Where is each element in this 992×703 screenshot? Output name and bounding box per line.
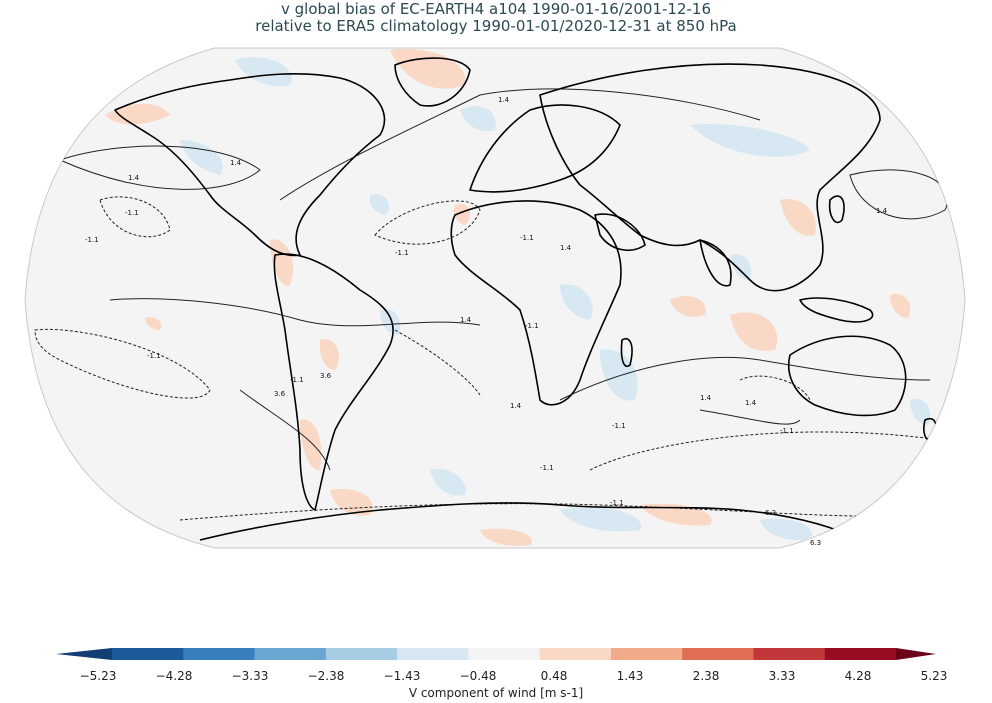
- contour-label: -1.1: [525, 322, 539, 330]
- contour-label: -1.1: [612, 422, 626, 430]
- colorbar-tick-label: −4.28: [155, 669, 193, 683]
- colorbar-label: V component of wind [m s-1]: [408, 686, 584, 700]
- colorbar-segment: [753, 648, 826, 660]
- colorbar-tick-label: −1.43: [383, 669, 421, 683]
- colorbar-segment: [254, 648, 327, 660]
- colorbar-tick-label: −2.38: [307, 669, 345, 683]
- contour-label: -1.1: [780, 427, 794, 435]
- contour-label: -1.1: [125, 209, 139, 217]
- colorbar-segment: [610, 648, 683, 660]
- colorbar-tick-label: −3.33: [231, 669, 269, 683]
- contour-label: -1.1: [85, 236, 99, 244]
- negative-contours: [34, 196, 941, 521]
- colorbar-tick-label: 5.23: [920, 669, 948, 683]
- globe-outline: [24, 47, 966, 549]
- positive-contours: [58, 88, 949, 471]
- colorbar-segment: [468, 648, 541, 660]
- contour-label: -1.1: [290, 376, 304, 384]
- colorbar-over-arrow: [896, 648, 936, 660]
- contour-label: 1.4: [460, 316, 472, 324]
- contour-label: 1.4: [876, 207, 888, 215]
- contour-label: -1.1: [147, 352, 161, 360]
- contour-label: 1.4: [230, 159, 242, 167]
- colorbar-segment: [397, 648, 469, 660]
- contour-label: 1.4: [128, 174, 140, 182]
- contour-label: -1.1: [540, 464, 554, 472]
- contour-label: 3.6: [320, 372, 332, 380]
- contour-label: 1.4: [510, 402, 522, 410]
- contour-label: -1.1: [520, 234, 534, 242]
- colorbar-segment: [539, 648, 612, 660]
- contour-label: -1.1: [395, 249, 409, 257]
- contour-label: 6.3: [765, 509, 776, 517]
- contour-label: 1.4: [745, 399, 757, 407]
- colorbar-segment: [112, 648, 184, 660]
- colorbar-segment: [183, 648, 256, 660]
- colorbar-tick-label: 3.33: [768, 669, 796, 683]
- map-title-line-2: relative to ERA5 climatology 1990-01-01/…: [255, 17, 737, 35]
- contour-label: 3.6: [274, 390, 286, 398]
- colorbar-segment: [682, 648, 754, 660]
- contour-labels: 1.4 -1.1 -1.1 1.4 1.4 1.4 1.4 -1.1 1.4 1.4 1.4 -1.1…: [85, 96, 888, 547]
- colorbar-under-arrow: [56, 648, 112, 660]
- colorbar-tick-label: 4.28: [844, 669, 872, 683]
- colorbar-tick-label: 1.43: [616, 669, 644, 683]
- colorbar-segment: [824, 648, 897, 660]
- colorbar-tick-label: 2.38: [692, 669, 720, 683]
- contour-label: 1.4: [700, 394, 712, 402]
- map-title-line-1: v global bias of EC-EARTH4 a104 1990-01-…: [280, 0, 712, 18]
- contour-label: 6.3: [810, 539, 821, 547]
- contour-label: 1.4: [498, 96, 510, 104]
- bias-patches: [105, 49, 931, 546]
- contour-label: 1.4: [560, 244, 572, 252]
- coastlines: [114, 57, 937, 541]
- colorbar-segment: [325, 648, 398, 660]
- colorbar-tick-label: −0.48: [459, 669, 497, 683]
- colorbar: [56, 648, 936, 660]
- contour-label: -1.1: [610, 499, 624, 507]
- colorbar-tick-label: 0.48: [540, 669, 568, 683]
- colorbar-tick-label: −5.23: [79, 669, 117, 683]
